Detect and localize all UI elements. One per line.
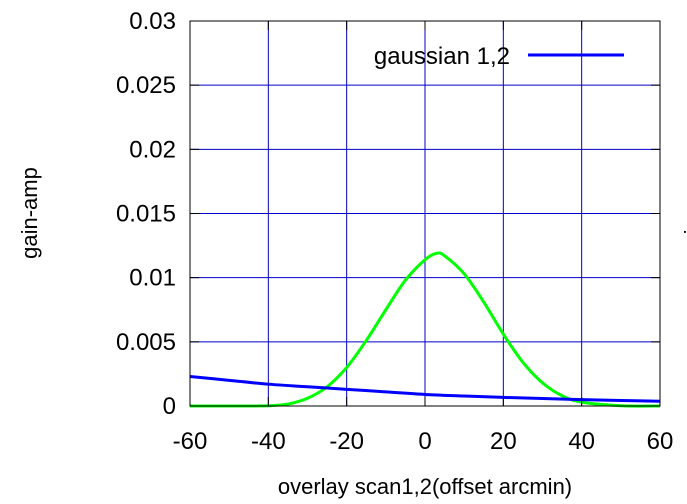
legend-label-gaussian: gaussian 1,2 xyxy=(374,43,510,70)
x-tick-label: -40 xyxy=(251,428,286,455)
y-tick-label: 0.025 xyxy=(116,72,176,99)
y-tick-label: 0.005 xyxy=(116,329,176,356)
x-tick-label: -20 xyxy=(329,428,364,455)
y-tick-label: 0 xyxy=(163,393,176,420)
x-tick-labels: -60 -40 -20 0 20 40 60 xyxy=(173,428,674,455)
y2-axis-title: gain-amp xyxy=(680,167,687,259)
tick-marks xyxy=(189,20,661,407)
y-tick-label: 0.02 xyxy=(129,136,176,163)
x-tick-label: 40 xyxy=(568,428,595,455)
legend: gaussian 1,2 xyxy=(374,43,624,70)
x-tick-label: 60 xyxy=(647,428,674,455)
grid-lines xyxy=(190,21,660,406)
x-tick-label: -60 xyxy=(173,428,208,455)
x-tick-label: 0 xyxy=(418,428,431,455)
y-tick-label: 0.015 xyxy=(116,201,176,228)
y-tick-label: 0.03 xyxy=(129,8,176,35)
x-tick-label: 20 xyxy=(490,428,517,455)
x-axis-title: overlay scan1,2(offset arcmin) xyxy=(278,474,572,499)
y-tick-label: 0.01 xyxy=(129,265,176,292)
y-axis-title: gain-amp xyxy=(17,167,42,259)
series-line-green xyxy=(189,251,661,408)
y-tick-labels: 0 0.005 0.01 0.015 0.02 0.025 0.03 xyxy=(116,8,176,420)
